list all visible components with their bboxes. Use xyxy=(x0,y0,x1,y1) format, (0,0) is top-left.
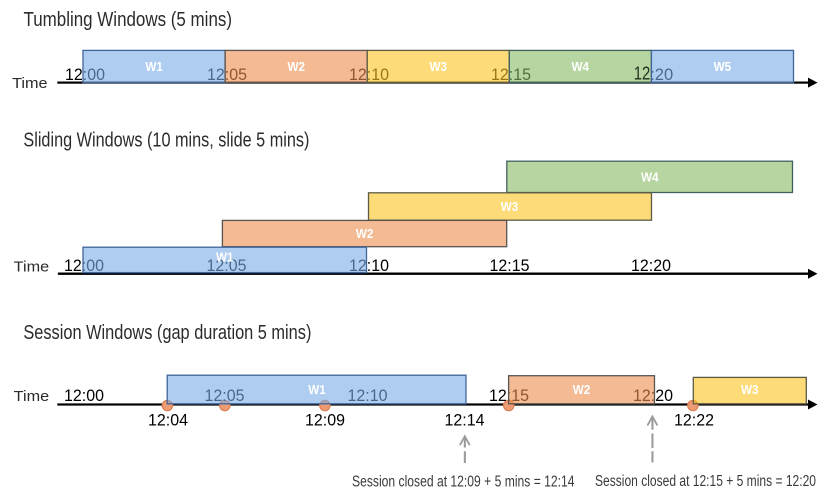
svg-text:W5: W5 xyxy=(714,59,732,74)
svg-text:12:15: 12:15 xyxy=(490,256,530,275)
svg-text:12:00: 12:00 xyxy=(64,386,104,405)
svg-text:W4: W4 xyxy=(572,59,590,74)
svg-text:W3: W3 xyxy=(501,199,519,214)
svg-text:W2: W2 xyxy=(573,382,591,397)
svg-text:W4: W4 xyxy=(641,170,659,185)
svg-text:Time: Time xyxy=(14,259,50,276)
svg-text:12:09: 12:09 xyxy=(305,410,345,429)
svg-text:W2: W2 xyxy=(356,226,374,241)
svg-text:W3: W3 xyxy=(430,59,448,74)
svg-text:W3: W3 xyxy=(741,382,759,397)
svg-text:Time: Time xyxy=(14,388,50,405)
svg-text:Tumbling Windows (5 mins): Tumbling Windows (5 mins) xyxy=(24,9,233,31)
svg-text:Time: Time xyxy=(12,75,48,92)
svg-text:W1: W1 xyxy=(216,250,234,265)
svg-text:12:22: 12:22 xyxy=(674,410,714,429)
svg-text:12:20: 12:20 xyxy=(631,256,671,275)
svg-text:12:14: 12:14 xyxy=(445,410,485,429)
svg-text:W2: W2 xyxy=(287,59,305,74)
svg-text:W1: W1 xyxy=(145,59,163,74)
svg-text:Session closed at 12:09 + 5 mi: Session closed at 12:09 + 5 mins = 12:14 xyxy=(352,473,575,490)
svg-text:Sliding Windows (10 mins, slid: Sliding Windows (10 mins, slide 5 mins) xyxy=(23,130,309,152)
svg-text:Session Windows (gap duration: Session Windows (gap duration 5 mins) xyxy=(23,322,311,344)
svg-text:12: 12 xyxy=(634,63,651,83)
svg-text:W1: W1 xyxy=(308,382,326,397)
svg-text:12:04: 12:04 xyxy=(148,410,188,429)
svg-text:Session closed at 12:15 + 5 mi: Session closed at 12:15 + 5 mins = 12:20 xyxy=(595,473,816,490)
